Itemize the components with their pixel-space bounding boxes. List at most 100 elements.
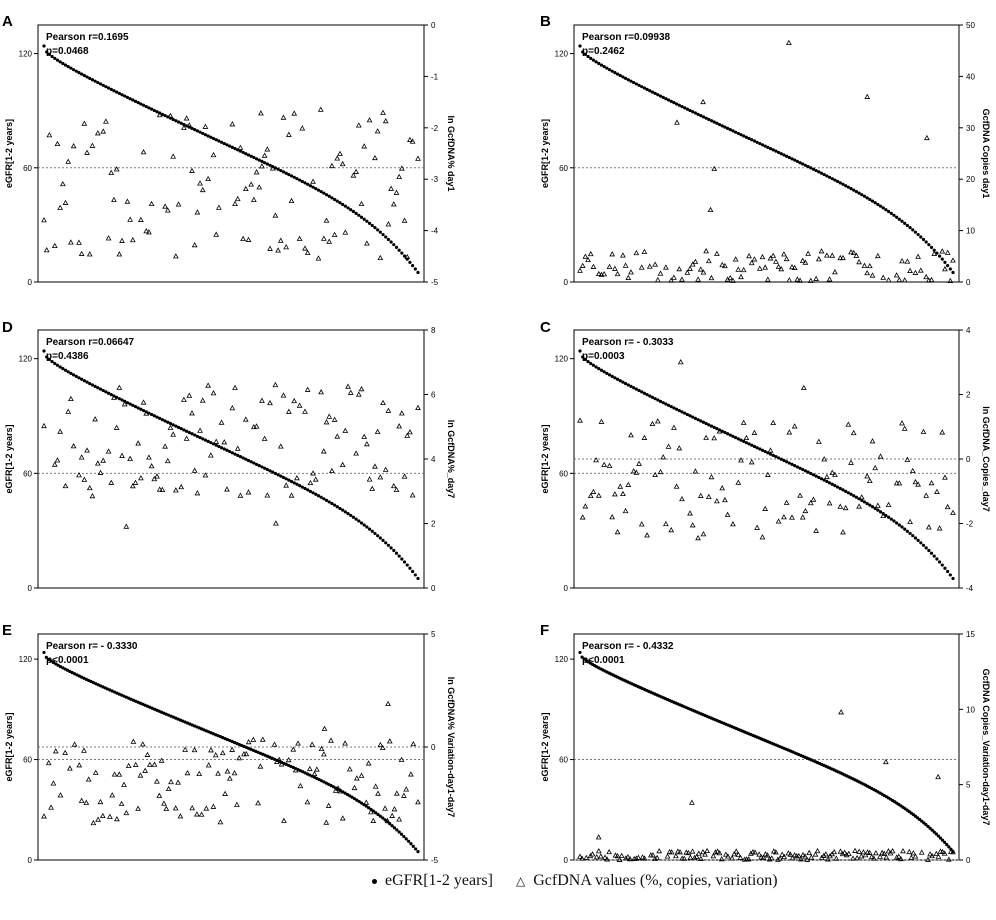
egfr-point [669, 99, 673, 103]
egfr-point [123, 399, 127, 403]
gcfdna-point [791, 264, 798, 270]
gcfdna-point [901, 425, 908, 431]
gcfdna-point [191, 467, 198, 473]
egfr-point [158, 111, 162, 115]
egfr-point [131, 403, 135, 407]
gcfdna-point [68, 239, 74, 245]
gcfdna-point [237, 492, 244, 498]
gcfdna-point [740, 419, 747, 425]
gcfdna-point [124, 198, 131, 204]
egfr-point [190, 432, 194, 436]
gcfdna-point [210, 803, 217, 809]
gcfdna-point [657, 270, 664, 276]
gcfdna-point [704, 847, 710, 854]
gcfdna-point [837, 848, 844, 854]
egfr-point [760, 143, 765, 147]
egfr-point [897, 217, 901, 221]
gcfdna-point [860, 849, 867, 855]
gcfdna-point [764, 471, 771, 477]
egfr-point [384, 235, 388, 239]
egfr-point [768, 452, 773, 456]
egfr-point [669, 405, 673, 409]
egfr-point [303, 486, 307, 491]
gcfdna-point [267, 245, 273, 251]
egfr-point [648, 394, 652, 398]
gcfdna-point [191, 241, 198, 248]
egfr-point [336, 787, 340, 791]
egfr-point [578, 349, 582, 353]
egfr-point [774, 149, 778, 153]
gcfdna-point [181, 396, 187, 402]
egfr-point [314, 492, 318, 496]
gcfdna-point [199, 186, 206, 193]
gcfdna-point [100, 128, 107, 134]
gcfdna-point [747, 850, 754, 856]
gcfdna-point [609, 514, 616, 520]
gcfdna-point [870, 855, 877, 861]
gcfdna-point [256, 184, 263, 190]
gcfdna-point [587, 492, 594, 499]
egfr-point [680, 104, 684, 109]
gcfdna-point [766, 856, 773, 862]
gcfdna-point [106, 813, 113, 819]
gcfdna-point [54, 140, 61, 147]
right-tick-label: 0 [431, 743, 436, 752]
gcfdna-point [899, 258, 905, 264]
gcfdna-point [781, 251, 787, 257]
egfr-point [779, 457, 783, 461]
gcfdna-point [710, 853, 717, 859]
egfr-point [120, 93, 124, 97]
egfr-point [203, 133, 208, 137]
egfr-point [768, 147, 773, 151]
gcfdna-point [194, 811, 200, 817]
gcfdna-point [361, 433, 368, 439]
gcfdna-point [910, 850, 917, 856]
egfr-point [136, 406, 140, 410]
gcfdna-point [234, 801, 240, 807]
egfr-point [306, 488, 310, 492]
egfr-point [594, 365, 598, 369]
egfr-point [355, 798, 359, 802]
right-tick-label: 0 [966, 455, 971, 464]
gcfdna-point [318, 389, 325, 395]
gcfdna-point [804, 856, 811, 862]
gcfdna-point [92, 416, 98, 422]
gcfdna-point [654, 854, 660, 861]
egfr-point [833, 484, 837, 488]
egfr-point [677, 408, 681, 413]
gcfdna-point [170, 431, 177, 437]
gcfdna-point [856, 503, 862, 509]
egfr-point [174, 424, 178, 428]
right-tick-label: -3 [431, 175, 439, 184]
egfr-point [715, 121, 719, 125]
gcfdna-point [880, 512, 887, 519]
egfr-point [327, 782, 331, 786]
gcfdna-point [794, 276, 801, 282]
egfr-point [814, 474, 818, 478]
gcfdna-point [41, 422, 47, 429]
egfr-point [672, 101, 676, 105]
egfr-point [763, 449, 767, 454]
pearson-r: Pearson r= - 0.3330 [46, 641, 138, 652]
gcfdna-point [733, 848, 740, 854]
gcfdna-point [606, 263, 613, 269]
gcfdna-point [602, 854, 608, 860]
gcfdna-point [148, 463, 155, 469]
gcfdna-point [257, 763, 264, 769]
egfr-point [311, 185, 315, 189]
right-tick-label: 2 [431, 520, 436, 529]
panel-e: E 0 60 120 -5 0 5 eGFR[1-2 years] ln GcfDNA% Var… [2, 622, 456, 865]
gcfdna-point [415, 799, 421, 805]
gcfdna-point [186, 392, 193, 398]
egfr-point [779, 152, 783, 156]
gcfdna-point [353, 775, 360, 781]
gcfdna-point [783, 255, 790, 262]
gcfdna-point [656, 847, 663, 854]
gcfdna-point [54, 457, 61, 463]
gcfdna-point [604, 856, 610, 862]
gcfdna-point [248, 181, 255, 187]
egfr-point [642, 391, 647, 395]
gcfdna-point [57, 204, 64, 210]
right-axis-label: GcfDNA Copies day1 [981, 109, 991, 199]
egfr-point [334, 786, 338, 790]
